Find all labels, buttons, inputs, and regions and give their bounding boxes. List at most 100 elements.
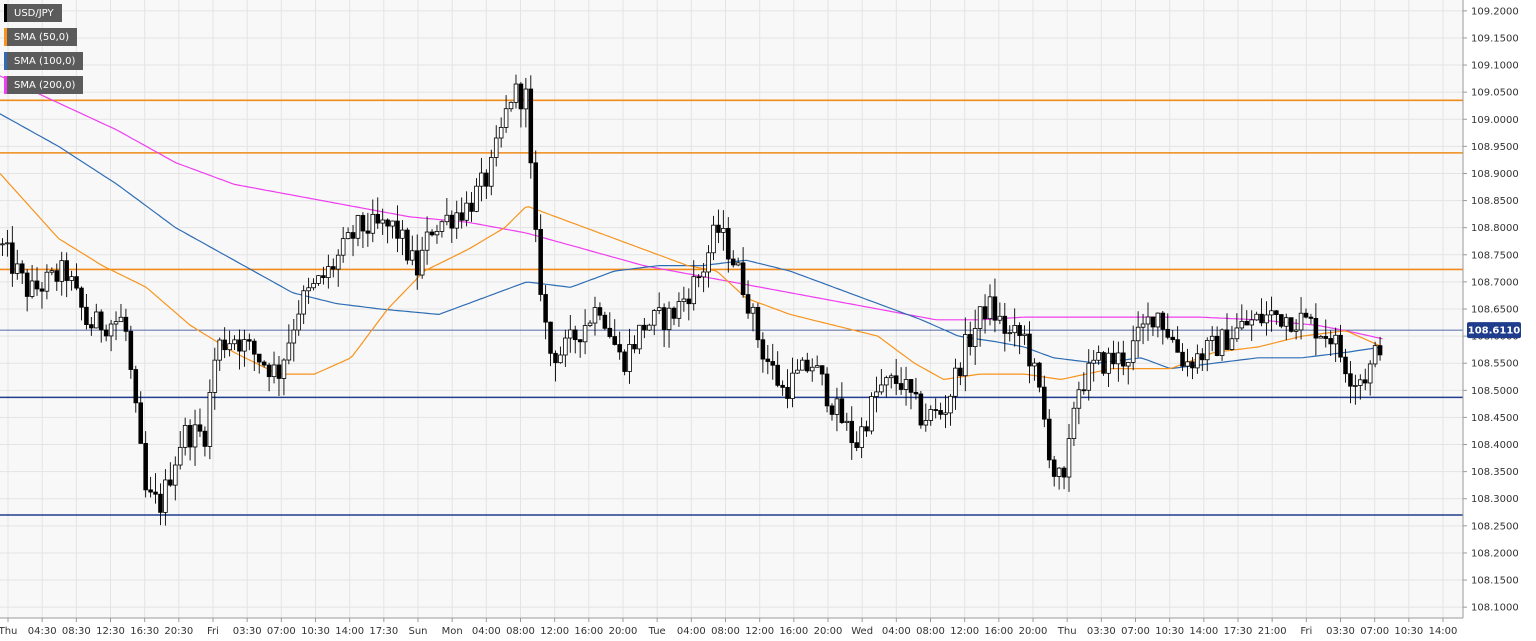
x-tick-label: 14:00 [1429,626,1458,637]
candle-body [89,324,94,329]
candle-body [785,387,790,399]
candle-body [711,224,716,254]
candle-body [933,409,938,411]
candle-body [173,464,178,486]
x-tick-label: 12:30 [96,626,125,637]
candle-body [563,337,568,356]
candle-body [1111,352,1116,365]
candle-body [232,339,237,345]
x-tick-label: 03:30 [1087,626,1116,637]
candle-body [898,383,904,390]
candle-body [340,238,346,256]
horizontal-levels [0,99,1463,516]
candle-body [365,230,371,234]
candle-body [449,214,455,229]
candle-body [928,409,934,421]
candle-body [572,329,578,341]
candle-body [261,361,267,366]
candle-body [247,339,252,342]
candle-body [637,324,642,350]
candle-body [69,276,74,281]
x-tick-label: 14:00 [335,626,364,637]
candle-body [647,324,652,331]
candle-body [1150,316,1156,328]
candle-body [335,254,341,270]
candle-body [192,424,198,448]
candle-body [992,296,998,321]
candle-body [1061,467,1067,478]
candle-body [750,306,756,314]
candle-body [493,137,499,158]
candle-body [1204,340,1210,361]
x-tick-label: 04:00 [882,626,911,637]
candle-body [1056,467,1062,477]
candle-body [726,228,731,260]
candle-body [306,287,311,292]
candle-body [1042,386,1047,420]
candle-body [237,339,242,352]
x-tick-label: 10:30 [1155,626,1184,637]
legend: USD/JPY SMA (50,0) SMA (100,0) SMA (200,… [4,4,84,100]
candle-body [1037,362,1042,388]
candle-body [538,229,543,295]
candle-body [1264,314,1269,324]
candle-body [908,379,914,393]
candle-body [642,324,647,331]
candle-body [963,334,968,377]
candle-body [518,83,524,110]
candle-body [217,339,223,361]
candle-body [380,219,385,224]
candle-body [286,342,292,361]
candle-body [686,298,692,305]
candle-body [1007,332,1013,335]
candle-body [0,243,5,246]
candle-body [419,249,425,276]
candle-body [558,354,563,364]
candle-body [607,327,613,337]
x-tick-label: 04:30 [28,626,57,637]
candle-body [64,260,69,281]
y-tick-label: 108.1500 [1471,576,1519,587]
legend-item-usdjpy: USD/JPY [4,4,62,22]
x-tick-label: 12:00 [950,626,979,637]
candle-body [651,310,657,326]
candle-body [390,220,395,227]
candle-body [1269,310,1274,316]
y-tick-label: 108.3000 [1471,494,1519,505]
candle-body [113,321,119,325]
legend-label: SMA (50,0) [14,31,70,43]
candle-body [884,377,889,386]
candle-body [859,426,864,448]
candle-body [370,213,376,234]
candle-body [760,339,766,360]
candle-body [755,306,761,341]
x-tick-label: 14:00 [1189,626,1218,637]
candle-body [701,271,706,278]
candle-body [706,252,711,273]
candle-body [331,266,336,270]
candle-body [39,288,45,292]
candle-body [202,430,208,447]
x-tick-label: 04:00 [677,626,706,637]
candle-body [972,328,978,347]
candle-body [350,232,356,239]
candle-body [849,420,855,444]
candle-body [410,250,415,261]
candle-body [1239,320,1245,329]
x-tick-label: 10:30 [301,626,330,637]
candle-body [735,262,741,266]
y-tick-label: 108.1000 [1471,603,1519,614]
candle-body [691,276,697,305]
candle-body [148,489,153,493]
x-tick-label: 07:00 [1360,626,1389,637]
candle-body [227,343,232,351]
y-tick-label: 109.1000 [1471,61,1519,72]
y-axis-ticks: 109.2000 109.1500 109.1000 109.0500 109.0000… [1463,6,1519,614]
candle-body [1017,325,1022,336]
candle-body [1076,389,1082,409]
candle-body [1046,418,1052,461]
candle-body [666,307,672,330]
candle-body [800,359,805,371]
candle-body [163,479,168,513]
legend-swatch [4,28,7,46]
